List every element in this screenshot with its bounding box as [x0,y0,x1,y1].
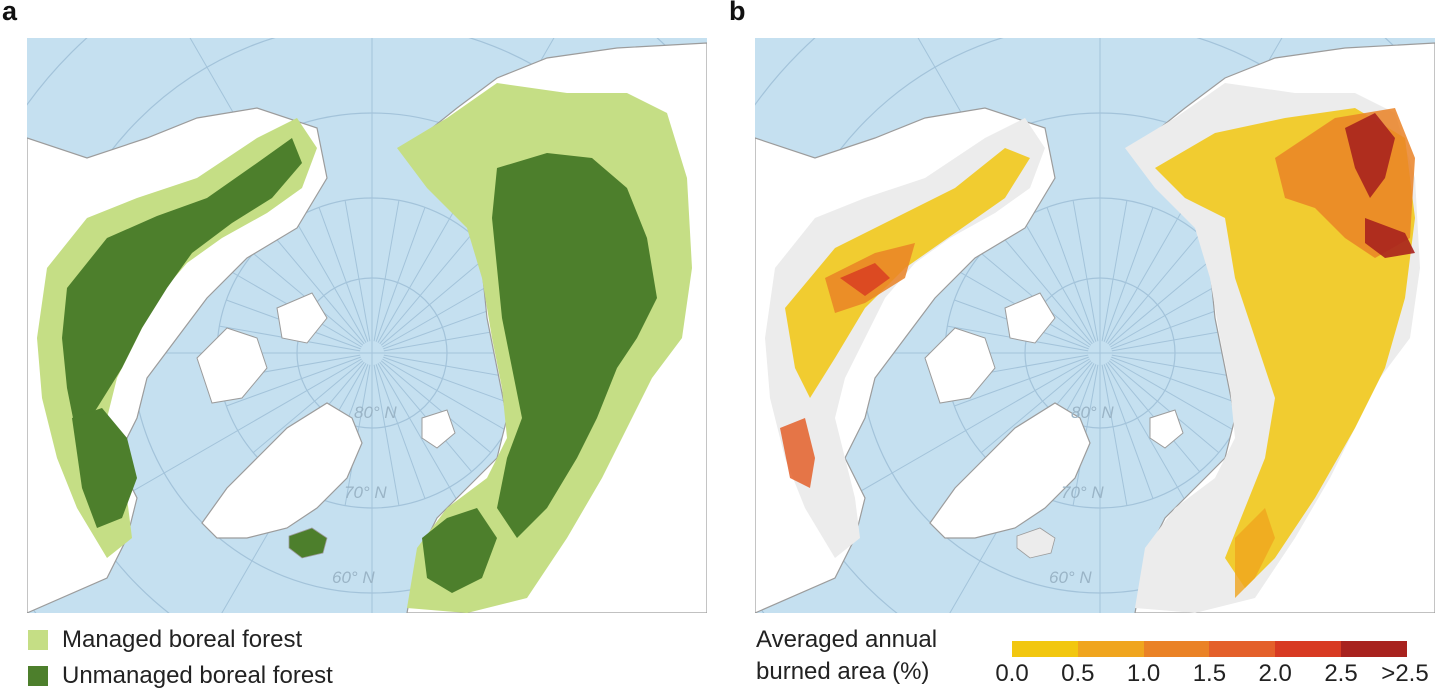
legend-label-unmanaged: Unmanaged boreal forest [62,662,333,689]
graticule-meridian-4 [1108,360,1220,454]
graticule-meridian-24 [917,38,1095,343]
boreal-forest-quebec-unmanaged [72,408,137,528]
graticule-meridian-2 [383,356,518,407]
graticule-meridian-16 [226,356,361,407]
graticule-meridian-30 [377,38,555,343]
burned-area-canada-low [785,148,1030,398]
graticule-meridian-24 [189,38,367,343]
graticule-meridian-29 [375,207,426,342]
boreal-forest-eurasia-unmanaged [492,153,657,538]
graticule-meridian-26 [344,200,371,342]
colorbar-bin-3 [1209,641,1276,657]
colorbar-bin-5 [1340,641,1407,657]
graticule-meridian-6 [377,363,523,613]
landmass-arctic-islands [924,292,1056,404]
landmass-svalbard [421,409,456,449]
graticule-meridian-14 [252,360,364,454]
legend-b-title-line2: burned area (%) [756,658,930,685]
boreal-forest-scandinavia-unmanaged [422,508,497,593]
colorbar-bin-4 [1275,641,1341,657]
graticule-meridian-31 [379,233,473,345]
burned-area-canada-high [840,263,890,296]
legend-swatch-unmanaged [28,666,48,686]
colorbar-bin-0 [1012,641,1078,657]
legend-a: Managed boreal forest Unmanaged boreal f… [28,622,333,694]
graticule-meridian-8 [1101,364,1128,506]
graticule-meridian-23 [271,233,365,345]
burned-area-siberia-high [1345,113,1415,258]
map-panel-a: 80° N 70° N 60° N [27,38,707,613]
legend-item-unmanaged: Unmanaged boreal forest [28,658,333,694]
graticule-meridian-26 [1072,200,1099,342]
colorbar-bin-2 [1143,641,1210,657]
lat-label-70: 70° N [1061,483,1104,502]
colorbar [1012,641,1407,657]
map-b-svg: 80° N 70° N 60° N [755,38,1435,613]
colorbar-tick-3: 1.5 [1192,660,1227,687]
colorbar-bin-1 [1077,641,1144,657]
lat-label-60: 60° N [332,568,375,587]
boreal-zone-north-america [765,118,1045,558]
legend-b-title-line1: Averaged annual [756,626,938,653]
landmass-greenland [201,402,363,539]
graticule-meridian-4 [380,360,492,454]
map-a-svg: 80° N 70° N 60° N [27,38,707,613]
graticule-meridian-23 [999,233,1093,345]
landmass-arctic-islands [196,292,328,404]
legend-item-managed: Managed boreal forest [28,622,333,658]
graticule-meridian-28 [1101,200,1128,342]
boreal-forest-north-america-unmanaged [62,138,302,438]
panel-letter-a: a [2,0,18,26]
graticule-meridian-31 [1107,233,1201,345]
graticule-meridian-32 [380,252,492,346]
panel-letter-b: b [729,0,746,26]
colorbar-tick-1: 0.5 [1061,660,1095,687]
burned-area-quebec [780,418,815,488]
colorbar-tick-5: 2.5 [1324,660,1358,687]
graticule-meridian-32 [1108,252,1220,346]
legend-swatch-managed [28,630,48,650]
colorbar-tick-0: 0.0 [995,660,1029,687]
colorbar-tick-6: >2.5 [1381,660,1429,687]
landmass-iceland [1016,527,1056,559]
colorbar-tick-2: 1.0 [1126,660,1161,687]
landmass-greenland [929,402,1091,539]
burned-area-kazakh [1235,508,1275,598]
graticule-meridian-2 [1111,356,1246,407]
graticule-meridian-28 [373,200,400,342]
map-panel-b: 80° N 70° N 60° N [755,38,1435,613]
landmass-iceland [288,527,328,559]
legend-label-managed: Managed boreal forest [62,626,303,653]
legend-b-title: Averaged annual burned area (%) [756,624,937,688]
graticule-meridian-7 [1103,364,1154,499]
graticule-meridian-25 [1046,207,1097,342]
graticule-meridian-16 [954,356,1089,407]
graticule-meridian-8 [373,364,400,506]
colorbar-tick-4: 2.0 [1258,660,1292,687]
graticule-meridian-30 [1105,38,1283,343]
lat-label-60: 60° N [1049,568,1092,587]
graticule-meridian-7 [375,364,426,499]
graticule-meridian-25 [318,207,369,342]
graticule-meridian-6 [1105,363,1251,613]
lat-label-70: 70° N [344,483,387,502]
graticule-meridian-14 [980,360,1092,454]
lat-label-80: 80° N [1071,403,1114,422]
graticule-meridian-29 [1103,207,1154,342]
lat-label-80: 80° N [354,403,397,422]
landmass-svalbard [1149,409,1184,449]
